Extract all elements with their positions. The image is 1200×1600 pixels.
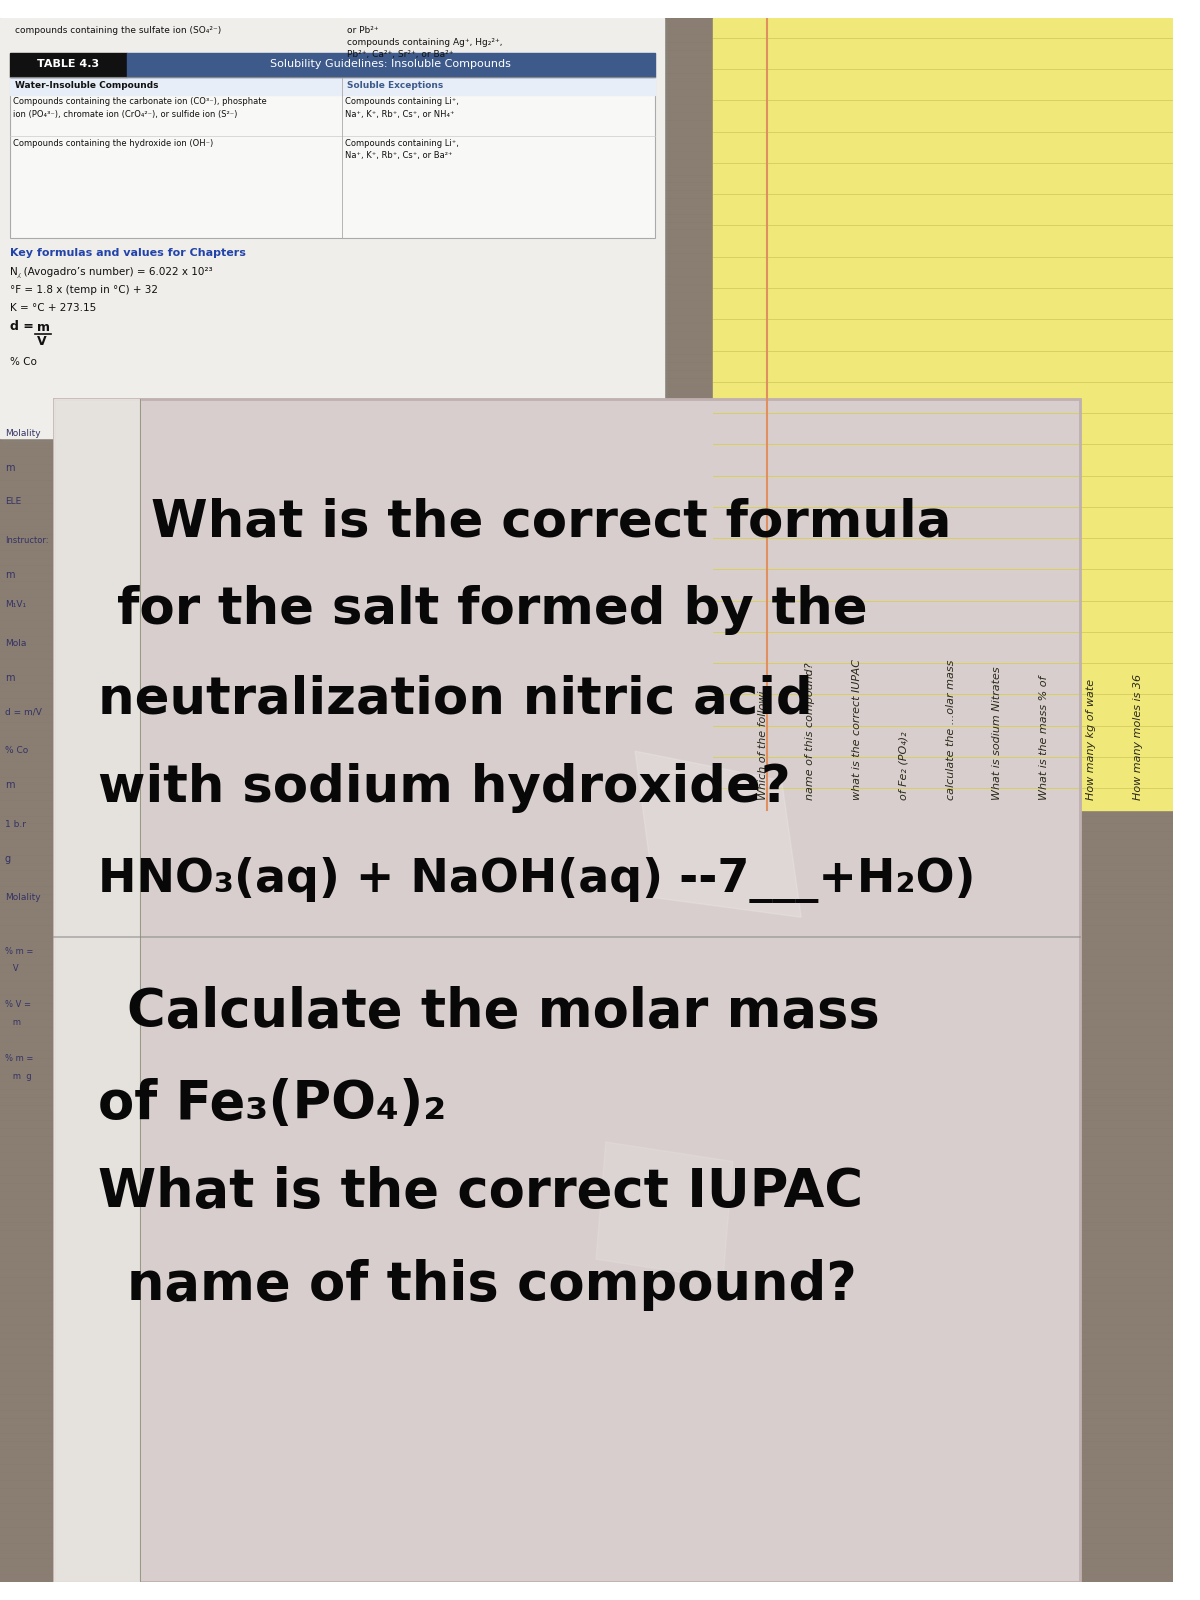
Text: with sodium hydroxide?: with sodium hydroxide? (97, 763, 791, 813)
Text: HNO₃(aq) + NaOH(aq) --7___+H₂O): HNO₃(aq) + NaOH(aq) --7___+H₂O) (97, 856, 976, 902)
Text: 1 b.r: 1 b.r (5, 819, 26, 829)
Text: compounds containing the sulfate ion (SO₄²⁻): compounds containing the sulfate ion (SO… (14, 26, 221, 35)
Bar (10, 53, 127, 77)
Polygon shape (596, 1142, 733, 1278)
Text: Molality: Molality (5, 893, 41, 902)
Text: How many kg of wate: How many kg of wate (1086, 678, 1097, 800)
Text: m: m (5, 462, 14, 474)
Text: neutralization nitric acid: neutralization nitric acid (97, 675, 812, 725)
Polygon shape (635, 750, 802, 917)
Text: °F = 1.8 x (temp in °C) + 32: °F = 1.8 x (temp in °C) + 32 (10, 285, 157, 294)
Text: m: m (37, 322, 50, 334)
Text: ELE: ELE (5, 498, 22, 506)
Text: % Co: % Co (5, 746, 28, 755)
Bar (0, 18, 665, 438)
Text: % m =: % m = (5, 1054, 34, 1062)
Text: Mola: Mola (5, 638, 26, 648)
Text: for the salt formed by the: for the salt formed by the (118, 586, 868, 635)
Text: Calculate the molar mass: Calculate the molar mass (127, 986, 880, 1038)
Text: N⁁ (Avogadro’s number) = 6.022 x 10²³: N⁁ (Avogadro’s number) = 6.022 x 10²³ (10, 267, 212, 278)
Bar (10, 53, 655, 238)
Bar (54, 400, 1080, 1582)
Text: V: V (37, 334, 47, 347)
Text: Compounds containing the hydroxide ion (OH⁻): Compounds containing the hydroxide ion (… (13, 139, 212, 147)
Text: What is the mass % of: What is the mass % of (1039, 675, 1049, 800)
Text: what is the correct IUPAC: what is the correct IUPAC (852, 659, 862, 800)
Bar (127, 53, 655, 77)
Text: % Co: % Co (10, 357, 37, 368)
Bar (2, 21, 667, 442)
Text: g: g (5, 854, 11, 864)
Text: What is the correct IUPAC: What is the correct IUPAC (97, 1166, 863, 1219)
Text: K = °C + 273.15: K = °C + 273.15 (10, 302, 96, 312)
Text: or Pb²⁺: or Pb²⁺ (347, 26, 378, 35)
Text: Compounds containing Li⁺,
Na⁺, K⁺, Rb⁺, Cs⁺, or NH₄⁺: Compounds containing Li⁺, Na⁺, K⁺, Rb⁺, … (344, 98, 458, 118)
Text: m: m (5, 1018, 20, 1027)
Text: % m =: % m = (5, 947, 34, 955)
Text: What is sodium Nitrates: What is sodium Nitrates (992, 666, 1002, 800)
Text: name of this compound?: name of this compound? (127, 1259, 857, 1312)
Text: Solubility Guidelines: Insoluble Compounds: Solubility Guidelines: Insoluble Compoun… (270, 59, 511, 69)
Text: Molality: Molality (5, 429, 41, 438)
Text: M₁V₁: M₁V₁ (5, 600, 26, 608)
Text: Pb²⁺, Ca²⁺, Sr²⁺, or Ba²⁺: Pb²⁺, Ca²⁺, Sr²⁺, or Ba²⁺ (347, 50, 454, 59)
Text: What is the correct formula: What is the correct formula (151, 498, 952, 547)
Text: m  g: m g (5, 1072, 31, 1080)
Text: Compounds containing Li⁺,
Na⁺, K⁺, Rb⁺, Cs⁺, or Ba²⁺: Compounds containing Li⁺, Na⁺, K⁺, Rb⁺, … (344, 139, 458, 160)
Text: TABLE 4.3: TABLE 4.3 (37, 59, 100, 69)
Bar (10, 77, 655, 94)
Text: % V =: % V = (5, 1000, 31, 1010)
Text: m: m (5, 674, 14, 683)
Text: calculate the ...olar mass: calculate the ...olar mass (946, 659, 955, 800)
Text: compounds containing Ag⁺, Hg₂²⁺,: compounds containing Ag⁺, Hg₂²⁺, (347, 38, 503, 46)
Text: name of this compound?: name of this compound? (805, 662, 815, 800)
Text: How many moles is 36: How many moles is 36 (1133, 674, 1144, 800)
Text: V: V (5, 965, 18, 973)
Text: of Fe₂ (PO₄)₂: of Fe₂ (PO₄)₂ (899, 731, 908, 800)
Text: Water-Insoluble Compounds: Water-Insoluble Compounds (14, 82, 158, 90)
Bar (713, 18, 1172, 810)
Bar (10, 53, 655, 238)
Text: m: m (5, 781, 14, 790)
Text: Compounds containing the carbonate ion (CO³⁻), phosphate
ion (PO₄³⁻), chromate i: Compounds containing the carbonate ion (… (13, 98, 266, 118)
Text: Soluble Exceptions: Soluble Exceptions (347, 82, 443, 90)
Bar (54, 400, 1080, 1582)
Text: of Fe₃(PO₄)₂: of Fe₃(PO₄)₂ (97, 1078, 446, 1131)
Text: Key formulas and values for Chapters: Key formulas and values for Chapters (10, 248, 246, 258)
Text: m: m (5, 570, 14, 581)
Text: Instructor:: Instructor: (5, 536, 48, 546)
Text: d =: d = (10, 320, 34, 333)
Text: d = m/V: d = m/V (5, 707, 42, 717)
Bar (54, 400, 139, 1582)
Text: Which of the followi: Which of the followi (758, 691, 768, 800)
